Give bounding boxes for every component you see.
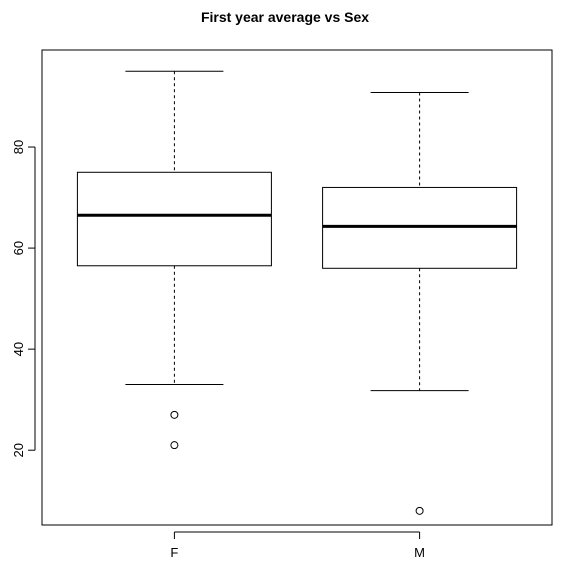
plot-frame [41,49,553,526]
boxes [76,70,518,515]
outlier-point [170,441,179,450]
y-tick-label-60: 60 [11,241,26,255]
box-M [322,91,518,515]
outlier-point [415,506,424,515]
y-tick-label-20: 20 [11,443,26,457]
y-tick-label-80: 80 [11,140,26,154]
y-tick-label-40: 40 [11,342,26,356]
x-tick-label-M: M [414,545,425,560]
iqr-box [76,171,272,267]
y-axis: 20 40 60 80 [11,140,36,457]
chart-title: First year average vs Sex [201,9,369,25]
iqr-box [322,186,518,269]
outlier-point [170,410,179,419]
box-F [76,70,272,450]
x-tick-label-F: F [170,545,178,560]
